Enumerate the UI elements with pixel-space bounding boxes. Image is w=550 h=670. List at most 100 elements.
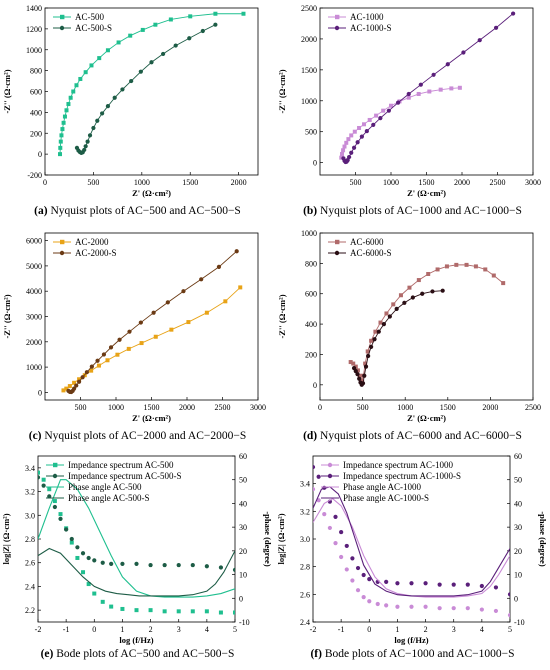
data-point-circle: [371, 122, 376, 127]
y2-tick-label: 0: [514, 594, 518, 603]
data-point-square: [444, 264, 449, 269]
data-point-circle: [339, 529, 344, 535]
x-axis-label: log (f/Hz): [119, 635, 153, 645]
caption-letter: (b): [303, 205, 318, 217]
y-tick-label: 1400: [26, 4, 42, 13]
y-tick-label: 2.8: [300, 563, 310, 572]
caption-text: Bode plots of AC−1000 and AC−1000−S: [324, 648, 515, 660]
data-point-square: [407, 285, 412, 290]
legend-label: AC-500-S: [75, 23, 112, 33]
data-point-square: [457, 85, 462, 90]
y-tick-label: 1000: [301, 97, 317, 106]
series-line-1: [63, 287, 241, 391]
data-point-square: [391, 302, 396, 307]
data-point-square: [109, 604, 114, 609]
legend-label: Impedance spectrum AC-1000: [343, 460, 453, 470]
data-point-circle: [479, 607, 484, 612]
x-axis-label: Z' (Ω·cm²): [407, 188, 446, 198]
y-tick-label: 0: [38, 388, 42, 397]
x-tick-label: 0: [43, 178, 47, 187]
data-point-circle: [423, 604, 428, 609]
data-point-square: [96, 363, 101, 368]
legend-label: Impedance spectrum AC-1000-S: [343, 471, 461, 481]
y-tick-label: 2.6: [300, 590, 310, 599]
data-point-circle: [204, 564, 209, 569]
data-point-circle: [64, 527, 69, 532]
y2-axis-label: -phase (degree): [538, 511, 548, 566]
data-point-square: [89, 63, 94, 68]
data-point-circle: [101, 352, 107, 357]
legend-label: AC-500: [75, 12, 104, 22]
x-tick-label: 1500: [419, 178, 435, 187]
data-point-square: [134, 608, 139, 613]
data-point-square: [89, 368, 94, 373]
data-point-circle: [108, 345, 114, 350]
data-point-circle: [313, 487, 316, 492]
y-axis-label: -Z'' (Ω·cm²): [2, 69, 12, 113]
data-point-circle: [406, 91, 411, 97]
x-tick-label: 1: [120, 625, 124, 634]
data-point-circle: [395, 581, 400, 586]
data-point-circle: [120, 561, 125, 566]
caption-text: Nyquist plots of AC−500 and AC−500−S: [50, 205, 241, 217]
y-tick-label: 0: [313, 381, 317, 390]
data-point-square: [71, 89, 76, 94]
data-point-circle: [350, 578, 355, 583]
x-tick-label: 2: [424, 625, 428, 634]
y2-tick-label: -10: [239, 618, 250, 627]
y-tick-label: 3.4: [300, 480, 310, 489]
y-tick-label: 600: [30, 88, 42, 97]
x-tick-label: -2: [310, 625, 317, 634]
y2-tick-label: 20: [239, 547, 247, 556]
data-point-circle: [218, 565, 224, 570]
legend-marker: [52, 473, 58, 479]
legend-label: Phase angle AC-1000-S: [343, 493, 429, 503]
data-point-circle: [357, 376, 362, 381]
data-point-square: [52, 499, 57, 504]
data-point-square: [168, 17, 173, 22]
data-point-square: [190, 609, 195, 614]
x-tick-label: 3000: [250, 403, 266, 412]
y-tick-label: 2000: [301, 35, 317, 44]
y2-tick-label: 60: [239, 452, 247, 461]
data-point-square: [128, 33, 133, 38]
data-point-square: [454, 262, 459, 267]
y-tick-label: 3.2: [25, 488, 35, 497]
caption-a: (a) Nyquist plots of AC−500 and AC−500−S: [0, 205, 275, 217]
series-line-1: [350, 264, 504, 383]
data-point-circle: [339, 554, 344, 560]
data-point-circle: [327, 525, 332, 531]
data-point-square: [241, 11, 246, 16]
data-point-circle: [364, 128, 369, 134]
data-point-circle: [187, 36, 192, 41]
data-point-square: [349, 133, 354, 138]
data-point-circle: [148, 562, 153, 568]
data-point-circle: [190, 562, 195, 568]
y-tick-label: 1000: [26, 363, 42, 372]
data-point-circle: [76, 379, 82, 384]
data-point-circle: [431, 72, 436, 77]
data-point-circle: [161, 51, 166, 57]
x-tick-label: 500: [87, 178, 99, 187]
data-point-circle: [173, 43, 178, 48]
data-point-square: [153, 334, 158, 339]
y2-tick-label: 0: [239, 594, 243, 603]
x-axis-label: Z' (Ω·cm²): [132, 188, 171, 198]
y-tick-label: 0: [313, 159, 317, 168]
x-tick-label: 2500: [215, 403, 231, 412]
y2-tick-label: 10: [514, 571, 522, 580]
data-point-square: [416, 278, 421, 283]
data-point-circle: [355, 588, 361, 593]
data-point-square: [41, 477, 46, 482]
y-tick-label: 600: [305, 290, 317, 299]
data-point-square: [378, 320, 383, 325]
legend-marker: [53, 462, 58, 468]
x-axis-label: Z' (Ω·cm²): [132, 413, 171, 423]
x-tick-label: 3000: [525, 178, 541, 187]
data-point-circle: [461, 50, 466, 55]
y-axis-label: log|Z| (Ω·cm²): [1, 513, 11, 564]
data-point-circle: [47, 494, 52, 499]
legend-marker: [334, 25, 340, 31]
data-point-square: [344, 140, 349, 145]
legend-marker: [60, 239, 65, 245]
